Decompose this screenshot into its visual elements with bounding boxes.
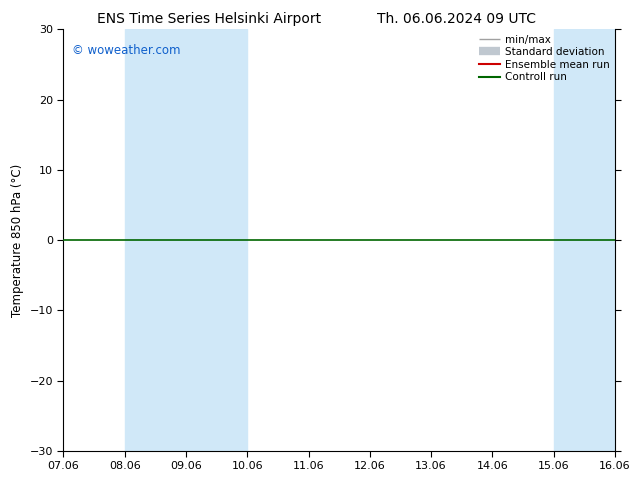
Bar <box>553 29 615 451</box>
Legend: min/max, Standard deviation, Ensemble mean run, Controll run: min/max, Standard deviation, Ensemble me… <box>477 32 612 84</box>
Bar <box>125 29 247 451</box>
Y-axis label: Temperature 850 hPa (°C): Temperature 850 hPa (°C) <box>11 164 24 317</box>
Text: © woweather.com: © woweather.com <box>72 44 180 57</box>
Text: ENS Time Series Helsinki Airport: ENS Time Series Helsinki Airport <box>97 12 321 26</box>
Text: Th. 06.06.2024 09 UTC: Th. 06.06.2024 09 UTC <box>377 12 536 26</box>
